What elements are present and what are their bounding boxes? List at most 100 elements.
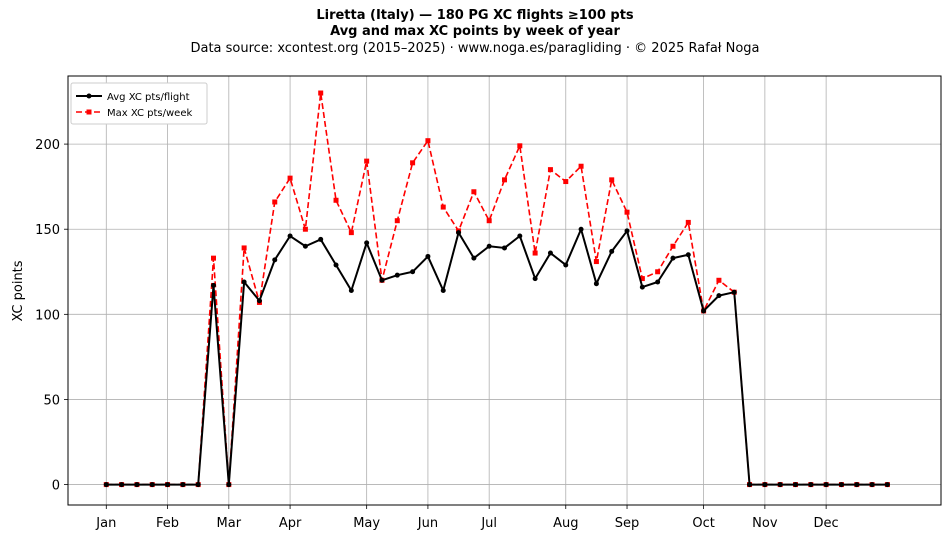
data-point bbox=[639, 276, 645, 282]
data-point bbox=[716, 293, 722, 299]
data-point bbox=[394, 218, 400, 224]
data-point bbox=[593, 259, 599, 265]
legend-label: Max XC pts/week bbox=[107, 108, 192, 119]
data-point bbox=[379, 277, 385, 283]
plot-frame bbox=[67, 75, 942, 506]
data-point bbox=[502, 177, 507, 183]
data-point bbox=[425, 253, 431, 259]
x-tick-label: Feb bbox=[156, 516, 179, 531]
data-point bbox=[609, 248, 615, 254]
data-point bbox=[547, 167, 553, 173]
y-tick-label: 100 bbox=[35, 308, 60, 323]
chart-title-block: Liretta (Italy) — 180 PG XC flights ≥100… bbox=[0, 8, 950, 57]
data-point bbox=[440, 204, 446, 210]
data-point bbox=[165, 482, 171, 488]
x-tick-label: Jan bbox=[95, 516, 116, 531]
legend-box bbox=[70, 82, 208, 125]
legend-marker bbox=[86, 93, 92, 99]
series-line bbox=[106, 228, 888, 486]
data-point bbox=[211, 255, 216, 261]
data-point bbox=[272, 257, 278, 263]
data-point bbox=[624, 209, 630, 215]
data-point bbox=[195, 482, 201, 488]
data-point bbox=[593, 281, 599, 287]
x-tick-label: Aug bbox=[553, 516, 578, 531]
data-point bbox=[486, 218, 492, 224]
data-point bbox=[716, 277, 722, 283]
series-line bbox=[106, 92, 888, 486]
x-axis-ticks: Jan Feb Mar Apr May Jun Jul Aug Sep Oct Nov Dec bbox=[95, 505, 839, 531]
data-point bbox=[685, 219, 691, 225]
chart-source-credit: Data source: xcontest.org (2015–2025) · … bbox=[190, 41, 760, 56]
data-point bbox=[318, 90, 324, 96]
data-point bbox=[149, 482, 155, 488]
data-point bbox=[532, 250, 538, 256]
data-point bbox=[364, 240, 370, 246]
x-tick-label: Sep bbox=[615, 516, 640, 531]
x-tick-label: Jun bbox=[417, 516, 438, 531]
data-point bbox=[838, 482, 844, 488]
data-point bbox=[517, 233, 523, 239]
data-point bbox=[532, 276, 538, 282]
data-point bbox=[241, 245, 247, 251]
data-point bbox=[762, 482, 768, 488]
x-tick-label: May bbox=[353, 516, 380, 531]
data-point bbox=[547, 250, 553, 256]
data-point bbox=[578, 226, 584, 232]
data-point bbox=[747, 482, 753, 488]
data-point bbox=[471, 189, 477, 195]
data-point bbox=[701, 308, 707, 314]
data-point bbox=[777, 482, 783, 488]
y-tick-label: 150 bbox=[35, 223, 60, 238]
legend-label: Avg XC pts/flight bbox=[107, 92, 190, 103]
x-tick-label: Mar bbox=[217, 516, 242, 531]
data-point bbox=[731, 289, 737, 295]
data-point bbox=[348, 288, 354, 293]
x-tick-label: Jul bbox=[480, 516, 497, 531]
data-point bbox=[226, 482, 232, 488]
data-point bbox=[302, 243, 308, 249]
data-point bbox=[119, 482, 125, 488]
data-point bbox=[685, 252, 691, 258]
data-point bbox=[793, 482, 798, 488]
y-tick-label: 200 bbox=[35, 138, 60, 153]
data-point bbox=[471, 255, 477, 261]
data-point bbox=[655, 279, 661, 285]
data-point bbox=[655, 269, 661, 275]
chart-title: Liretta (Italy) — 180 PG XC flights ≥100… bbox=[316, 8, 634, 23]
data-point bbox=[256, 298, 262, 304]
y-axis-label: XC points bbox=[11, 260, 26, 321]
data-point bbox=[425, 138, 431, 144]
data-point bbox=[502, 245, 507, 251]
data-point bbox=[869, 482, 875, 488]
data-point bbox=[318, 236, 324, 242]
data-point bbox=[563, 262, 569, 268]
data-point bbox=[456, 230, 462, 236]
data-point bbox=[348, 230, 354, 236]
data-point bbox=[180, 482, 186, 488]
data-point bbox=[394, 272, 400, 278]
x-tick-label: Apr bbox=[279, 516, 302, 531]
legend-marker bbox=[86, 109, 92, 115]
y-tick-label: 0 bbox=[52, 479, 60, 494]
data-point bbox=[103, 482, 109, 488]
data-point bbox=[563, 179, 569, 185]
data-point bbox=[808, 482, 814, 488]
data-point bbox=[517, 143, 523, 149]
data-point bbox=[410, 160, 416, 166]
data-point bbox=[670, 243, 676, 249]
data-point bbox=[302, 226, 308, 232]
x-tick-label: Oct bbox=[692, 516, 714, 531]
data-point bbox=[639, 284, 645, 290]
data-point bbox=[211, 282, 216, 288]
data-point bbox=[823, 482, 829, 488]
data-point bbox=[364, 158, 370, 164]
data-point bbox=[287, 175, 293, 181]
data-point bbox=[241, 279, 247, 285]
x-tick-label: Nov bbox=[752, 516, 778, 531]
data-point bbox=[134, 482, 140, 488]
data-point bbox=[287, 233, 293, 239]
data-point bbox=[333, 197, 339, 203]
data-point bbox=[410, 269, 416, 275]
x-tick-label: Dec bbox=[814, 516, 839, 531]
